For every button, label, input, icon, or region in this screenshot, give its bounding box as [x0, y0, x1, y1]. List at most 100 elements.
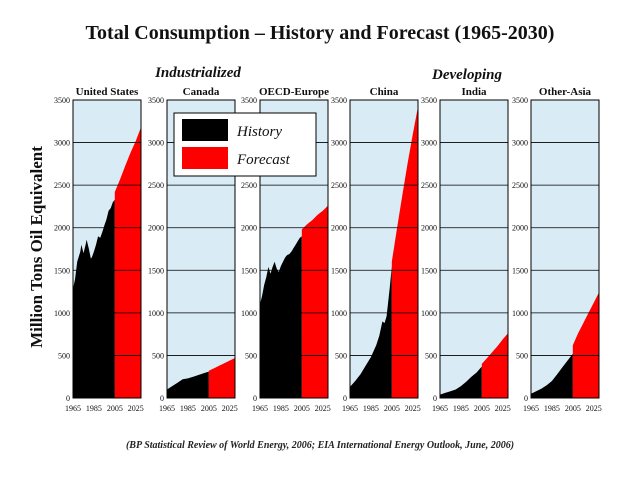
panel-frame-canada [166, 99, 236, 399]
x-tick-other-asia-1985: 1985 [544, 404, 560, 413]
history-area-oecd-europe [260, 236, 302, 398]
y-tick-other-asia-1500: 1500 [512, 266, 528, 275]
legend-label-history: History [236, 124, 282, 140]
panel-title-united-states: United States [76, 86, 139, 98]
panel-frame-united-states [72, 99, 142, 399]
y-tick-china-2000: 2000 [331, 224, 347, 233]
history-area-china [350, 266, 392, 398]
x-tick-canada-1965: 1965 [159, 404, 175, 413]
y-tick-india-1000: 1000 [421, 309, 437, 318]
y-tick-canada-0: 0 [160, 394, 164, 403]
y-tick-other-asia-1000: 1000 [512, 309, 528, 318]
y-tick-india-2000: 2000 [421, 224, 437, 233]
y-tick-united-states-1000: 1000 [54, 309, 70, 318]
x-tick-china-2025: 2025 [405, 404, 421, 413]
y-tick-china-0: 0 [343, 394, 347, 403]
y-tick-united-states-2500: 2500 [54, 181, 70, 190]
group-label-industrialized: Industrialized [154, 65, 241, 81]
x-tick-oecd-europe-2025: 2025 [315, 404, 331, 413]
y-tick-oecd-europe-0: 0 [253, 394, 257, 403]
history-area-other-asia [531, 353, 573, 398]
chart-title: Total Consumption – History and Forecast… [85, 22, 555, 44]
y-tick-other-asia-3500: 3500 [512, 96, 528, 105]
y-tick-oecd-europe-1500: 1500 [241, 266, 257, 275]
x-tick-india-1985: 1985 [453, 404, 469, 413]
x-tick-india-2005: 2005 [474, 404, 490, 413]
forecast-area-united-states [114, 127, 141, 398]
x-tick-canada-1985: 1985 [180, 404, 196, 413]
y-tick-oecd-europe-3500: 3500 [241, 96, 257, 105]
y-tick-india-2500: 2500 [421, 181, 437, 190]
panel-frame-oecd-europe [259, 99, 329, 399]
source-citation: (BP Statistical Review of World Energy, … [125, 440, 515, 451]
y-tick-united-states-2000: 2000 [54, 224, 70, 233]
x-tick-united-states-1985: 1985 [86, 404, 102, 413]
x-tick-canada-2005: 2005 [201, 404, 217, 413]
y-tick-canada-3500: 3500 [148, 96, 164, 105]
y-tick-china-1500: 1500 [331, 266, 347, 275]
y-tick-india-0: 0 [433, 394, 437, 403]
panel-frame-india [439, 99, 509, 399]
x-tick-canada-2025: 2025 [222, 404, 238, 413]
y-tick-india-3000: 3000 [421, 139, 437, 148]
y-tick-united-states-500: 500 [58, 351, 70, 360]
legend-swatch-history [182, 119, 228, 141]
x-tick-other-asia-2005: 2005 [565, 404, 581, 413]
panel-title-canada: Canada [183, 86, 220, 98]
x-tick-other-asia-2025: 2025 [586, 404, 602, 413]
y-tick-india-3500: 3500 [421, 96, 437, 105]
forecast-area-canada [208, 358, 235, 398]
forecast-area-india [481, 333, 508, 398]
panel-title-china: China [370, 86, 399, 98]
y-tick-china-3500: 3500 [331, 96, 347, 105]
y-tick-canada-2500: 2500 [148, 181, 164, 190]
history-area-canada [167, 371, 209, 398]
forecast-area-oecd-europe [301, 205, 328, 398]
y-tick-united-states-0: 0 [66, 394, 70, 403]
history-area-united-states [73, 199, 115, 398]
y-tick-canada-3000: 3000 [148, 139, 164, 148]
x-tick-united-states-2005: 2005 [107, 404, 123, 413]
y-tick-china-1000: 1000 [331, 309, 347, 318]
group-label-developing: Developing [431, 67, 502, 83]
panel-title-oecd-europe: OECD-Europe [259, 86, 329, 98]
x-tick-united-states-1965: 1965 [65, 404, 81, 413]
panel-frame-china [349, 99, 419, 399]
forecast-area-china [391, 106, 418, 399]
x-tick-other-asia-1965: 1965 [523, 404, 539, 413]
x-tick-china-2005: 2005 [384, 404, 400, 413]
legend-swatch-forecast [182, 147, 228, 169]
y-tick-other-asia-2500: 2500 [512, 181, 528, 190]
y-tick-india-500: 500 [425, 351, 437, 360]
y-tick-united-states-3500: 3500 [54, 96, 70, 105]
panel-title-india: India [461, 86, 487, 98]
y-tick-canada-2000: 2000 [148, 224, 164, 233]
y-tick-oecd-europe-2000: 2000 [241, 224, 257, 233]
y-tick-united-states-1500: 1500 [54, 266, 70, 275]
y-tick-canada-1000: 1000 [148, 309, 164, 318]
x-tick-india-1965: 1965 [432, 404, 448, 413]
x-tick-india-2025: 2025 [495, 404, 511, 413]
y-tick-china-500: 500 [335, 351, 347, 360]
y-tick-oecd-europe-2500: 2500 [241, 181, 257, 190]
y-tick-india-1500: 1500 [421, 266, 437, 275]
x-tick-oecd-europe-1965: 1965 [252, 404, 268, 413]
x-tick-china-1965: 1965 [342, 404, 358, 413]
x-tick-united-states-2025: 2025 [128, 404, 144, 413]
y-tick-other-asia-500: 500 [516, 351, 528, 360]
y-tick-other-asia-2000: 2000 [512, 224, 528, 233]
panel-frame-other-asia [530, 99, 600, 399]
y-tick-other-asia-3000: 3000 [512, 139, 528, 148]
y-tick-united-states-3000: 3000 [54, 139, 70, 148]
y-tick-other-asia-0: 0 [524, 394, 528, 403]
history-area-india [440, 366, 482, 398]
y-tick-oecd-europe-500: 500 [245, 351, 257, 360]
y-tick-china-2500: 2500 [331, 181, 347, 190]
y-tick-canada-1500: 1500 [148, 266, 164, 275]
y-tick-oecd-europe-1000: 1000 [241, 309, 257, 318]
x-tick-oecd-europe-2005: 2005 [294, 404, 310, 413]
y-tick-china-3000: 3000 [331, 139, 347, 148]
x-tick-oecd-europe-1985: 1985 [273, 404, 289, 413]
y-tick-canada-500: 500 [152, 351, 164, 360]
